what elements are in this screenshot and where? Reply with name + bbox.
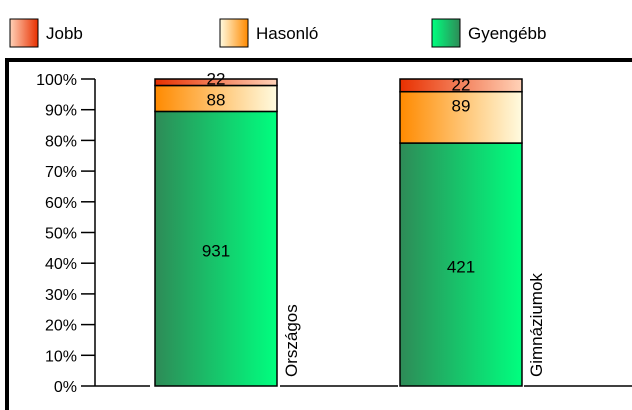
category-label: Országos xyxy=(282,304,301,377)
bar-segment xyxy=(154,78,278,87)
legend: Jobb Hasonló Gyengébb xyxy=(9,18,546,48)
bar-value-label: 22 xyxy=(207,69,226,88)
y-tick-label: 30% xyxy=(45,287,77,304)
bar-segment xyxy=(399,78,523,93)
legend-label: Hasonló xyxy=(256,24,318,43)
plot-frame xyxy=(5,58,632,410)
bar-value-label: 88 xyxy=(207,90,226,109)
y-tick-label: 10% xyxy=(45,348,77,365)
y-tick-label: 60% xyxy=(45,195,77,212)
legend-label: Jobb xyxy=(46,24,83,43)
y-tick-label: 90% xyxy=(45,103,77,120)
bar-value-label: 931 xyxy=(202,242,230,261)
bar-segment xyxy=(399,142,523,387)
bars: 931 88 22 Országos 421 89 22 Gimnáziumok xyxy=(154,69,546,387)
legend-swatch-gyengebb xyxy=(431,18,461,48)
bar-value-label: 22 xyxy=(452,76,471,95)
y-tick-label: 40% xyxy=(45,256,77,273)
y-tick-label: 70% xyxy=(45,164,77,181)
y-tick-label: 20% xyxy=(45,318,77,335)
y-tick-label: 0% xyxy=(54,379,77,396)
y-tick-label: 50% xyxy=(45,226,77,243)
bar-segment xyxy=(154,110,278,387)
y-tick-label: 80% xyxy=(45,133,77,150)
legend-swatch-jobb xyxy=(9,18,39,48)
bar-value-label: 421 xyxy=(447,258,475,277)
legend-swatch-hasonlo xyxy=(219,18,249,48)
bar-segment xyxy=(399,90,523,144)
category-label: Gimnáziumok xyxy=(527,273,546,377)
bar-value-label: 89 xyxy=(452,97,471,116)
y-tick-label: 100% xyxy=(36,72,77,89)
legend-label: Gyengébb xyxy=(468,24,546,43)
y-axis: 0% 10% 20% 30% 40% 50% 60% 70% 80% 90% 100% xyxy=(36,72,632,396)
